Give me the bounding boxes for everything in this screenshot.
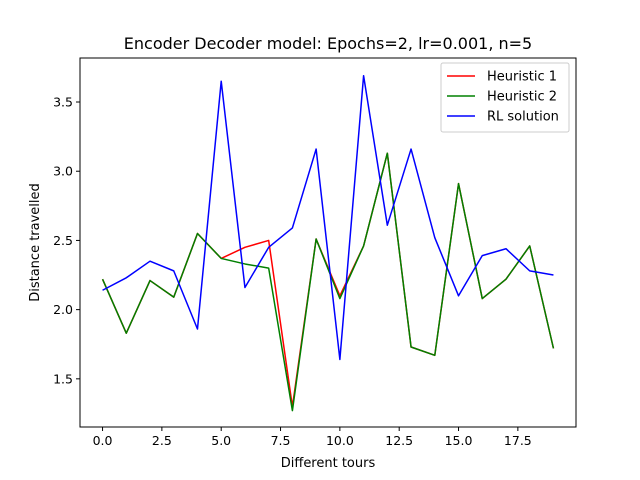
y-tick-label: 3.0 xyxy=(53,164,73,179)
x-axis-label: Different tours xyxy=(281,456,376,471)
series-line-3 xyxy=(102,74,554,361)
legend-label: Heuristic 2 xyxy=(487,90,557,105)
y-axis: 1.5 2.0 2.5 3.0 3.5 xyxy=(53,95,80,386)
legend: Heuristic 1 Heuristic 2 RL solution xyxy=(440,62,570,133)
legend-box xyxy=(440,62,570,133)
y-tick-label: 1.5 xyxy=(53,371,73,386)
x-tick-label: 17.5 xyxy=(504,433,532,448)
x-tick-label: 12.5 xyxy=(385,433,413,448)
series-line-2 xyxy=(101,152,555,412)
y-tick-label: 3.5 xyxy=(53,95,73,110)
plot-frame xyxy=(79,57,577,428)
x-tick-label: 10.0 xyxy=(326,433,354,448)
y-axis-label: Distance travelled xyxy=(28,183,43,302)
series-line-1 xyxy=(101,152,555,408)
x-tick-label: 2.5 xyxy=(152,433,172,448)
series-layer xyxy=(101,74,555,412)
x-tick-label: 15.0 xyxy=(445,433,473,448)
legend-label: RL solution xyxy=(487,110,559,125)
x-tick-label: 7.5 xyxy=(271,433,291,448)
x-tick-label: 0.0 xyxy=(93,433,113,448)
y-tick-label: 2.5 xyxy=(53,233,73,248)
y-tick-label: 2.0 xyxy=(53,302,73,317)
legend-label: Heuristic 1 xyxy=(487,70,557,85)
x-tick-label: 5.0 xyxy=(211,433,231,448)
x-axis: 0.0 2.5 5.0 7.5 10.0 12.5 15.0 17.5 xyxy=(93,427,532,448)
chart-title: Encoder Decoder model: Epochs=2, lr=0.00… xyxy=(124,34,532,53)
